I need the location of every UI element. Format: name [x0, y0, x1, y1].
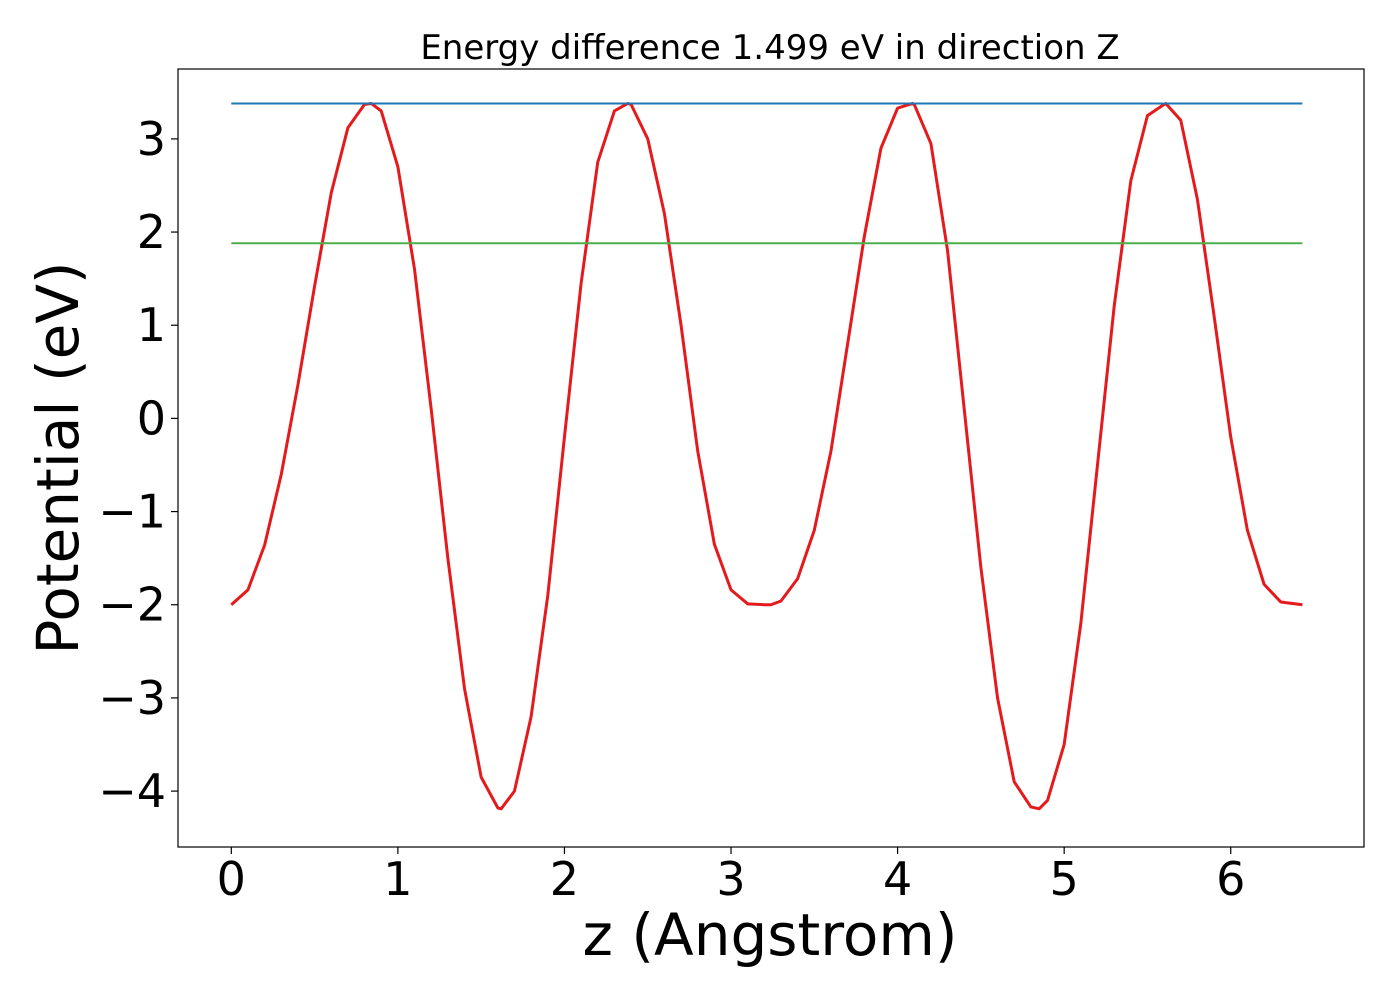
y-tick-label: −4	[98, 764, 166, 818]
x-tick-label: 5	[1050, 852, 1079, 906]
axes-frame	[177, 68, 1365, 848]
plot-series	[230, 101, 1303, 811]
y-tick-label: 3	[137, 112, 166, 166]
y-axis-label: Potential (eV)	[24, 261, 92, 654]
chart-title: Energy difference 1.499 eV in direction …	[420, 28, 1119, 68]
y-tick-label: 2	[137, 205, 166, 259]
y-tick-label: 1	[137, 298, 166, 352]
x-axis-label: z (Angstrom)	[583, 901, 958, 969]
x-tick-label: 3	[716, 852, 745, 906]
x-tick-label: 1	[383, 852, 412, 906]
y-tick-label: −1	[98, 485, 166, 539]
potential-curve	[230, 101, 1303, 811]
y-axis-ticks: −4 −3 −2 −1 0 1 2 3	[98, 112, 178, 818]
x-tick-label: 0	[217, 852, 246, 906]
x-tick-label: 2	[550, 852, 579, 906]
x-tick-label: 6	[1216, 852, 1245, 906]
x-axis-ticks: 0 1 2 3 4 5 6	[217, 847, 1245, 906]
x-tick-label: 4	[883, 852, 912, 906]
y-tick-label: 0	[137, 391, 166, 445]
y-tick-label: −2	[98, 578, 166, 632]
y-tick-label: −3	[98, 671, 166, 725]
